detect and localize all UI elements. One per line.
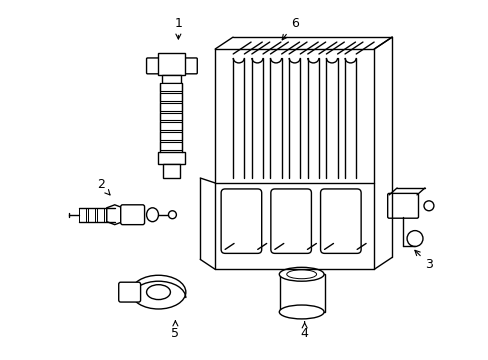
FancyBboxPatch shape — [387, 193, 418, 218]
FancyBboxPatch shape — [146, 58, 166, 74]
Ellipse shape — [131, 275, 185, 309]
Bar — [279, 274, 324, 312]
Bar — [88, 208, 95, 222]
Ellipse shape — [279, 267, 324, 281]
FancyBboxPatch shape — [119, 282, 141, 302]
FancyBboxPatch shape — [320, 189, 361, 253]
Bar — [162, 75, 181, 83]
Bar — [97, 208, 103, 222]
Ellipse shape — [168, 211, 176, 219]
Bar — [160, 103, 182, 111]
Text: 4: 4 — [300, 322, 308, 340]
Ellipse shape — [423, 201, 433, 211]
Bar — [163, 164, 180, 178]
Bar — [160, 122, 182, 130]
FancyBboxPatch shape — [121, 205, 144, 225]
Circle shape — [406, 231, 422, 247]
Text: 1: 1 — [174, 17, 182, 39]
Ellipse shape — [286, 270, 316, 279]
Bar — [160, 132, 182, 140]
Bar — [160, 113, 182, 121]
Bar — [79, 208, 86, 222]
FancyBboxPatch shape — [221, 189, 261, 253]
Bar — [158, 53, 185, 75]
FancyBboxPatch shape — [270, 189, 311, 253]
Text: 5: 5 — [171, 321, 179, 340]
Bar — [105, 208, 113, 222]
Text: 6: 6 — [282, 17, 298, 40]
Ellipse shape — [146, 285, 170, 300]
Bar — [160, 93, 182, 100]
Ellipse shape — [279, 305, 324, 319]
Text: 3: 3 — [414, 250, 432, 271]
Bar — [158, 152, 185, 164]
Bar — [160, 83, 182, 91]
Ellipse shape — [146, 208, 158, 222]
Polygon shape — [106, 205, 122, 225]
Text: 2: 2 — [97, 179, 110, 195]
Bar — [160, 142, 182, 150]
FancyBboxPatch shape — [177, 58, 197, 74]
